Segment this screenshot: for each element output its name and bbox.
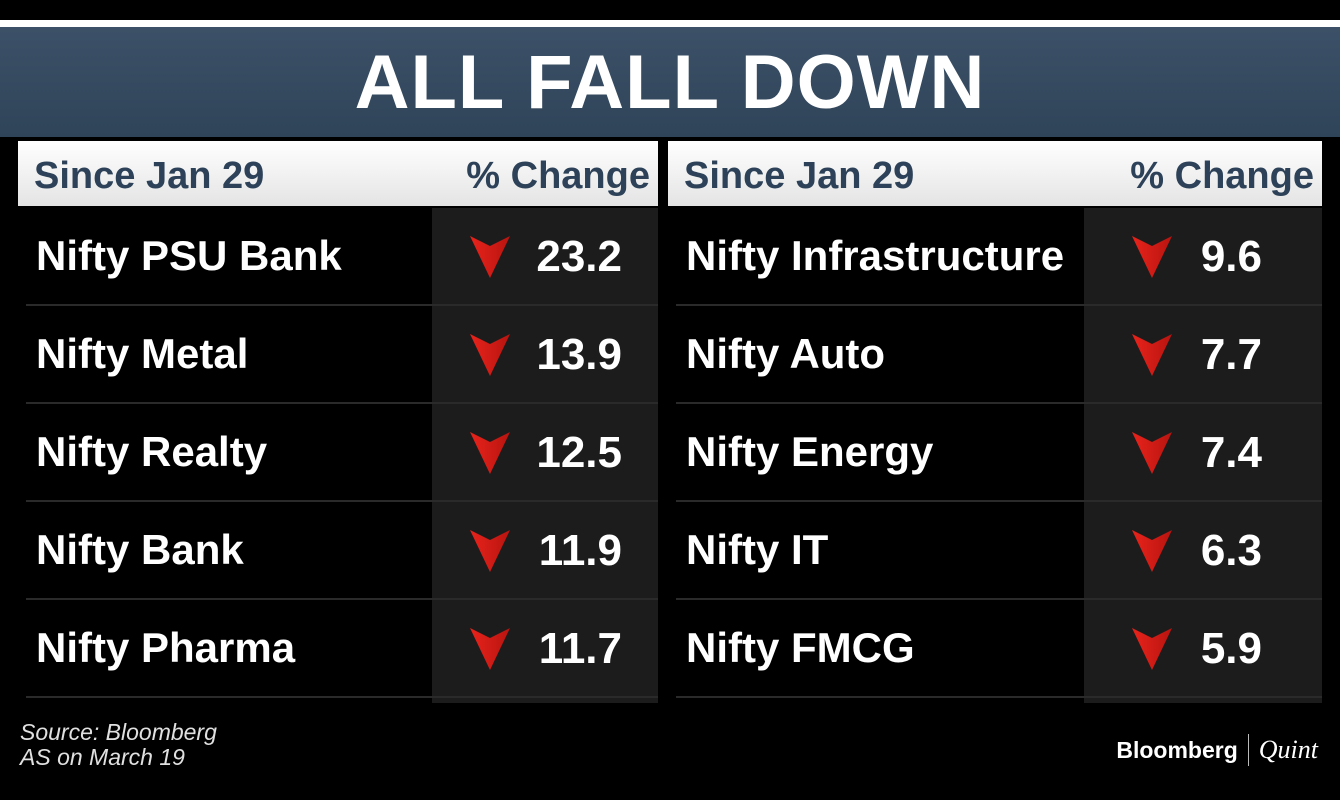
right-table: Since Jan 29 % Change Nifty Infrastructu… bbox=[668, 141, 1322, 703]
top-divider bbox=[0, 20, 1340, 27]
row-divider bbox=[676, 500, 1322, 502]
row-divider bbox=[676, 598, 1322, 600]
left-table-header: Since Jan 29 % Change bbox=[18, 141, 658, 206]
bloomberg-quint-logo: Bloomberg Quint bbox=[1116, 734, 1318, 766]
table-row: Nifty Pharma 11.7 bbox=[18, 600, 658, 698]
row-divider bbox=[26, 696, 658, 698]
header-change-label: % Change bbox=[466, 155, 650, 197]
change-value: 7.7 bbox=[1200, 330, 1262, 379]
header-period-label: Since Jan 29 bbox=[34, 155, 265, 197]
index-name: Nifty FMCG bbox=[686, 624, 915, 671]
change-value: 11.9 bbox=[538, 526, 622, 575]
header-period-label: Since Jan 29 bbox=[684, 155, 915, 197]
row-divider bbox=[26, 304, 658, 306]
row-divider bbox=[26, 402, 658, 404]
header-change-label: % Change bbox=[1130, 155, 1314, 197]
table-row: Nifty Bank 11.9 bbox=[18, 502, 658, 600]
table-row: Nifty Auto 7.7 bbox=[668, 306, 1322, 404]
table-row: Nifty PSU Bank 23.2 bbox=[18, 208, 658, 306]
change-value: 5.9 bbox=[1200, 624, 1262, 673]
change-value: 11.7 bbox=[538, 624, 622, 673]
logo-separator bbox=[1247, 734, 1249, 766]
right-value-column bbox=[1084, 208, 1322, 703]
left-value-column bbox=[432, 208, 658, 703]
down-arrow-icon bbox=[1132, 432, 1172, 474]
index-name: Nifty Pharma bbox=[36, 624, 296, 671]
source-note: Source: Bloomberg AS on March 19 bbox=[20, 720, 217, 770]
logo-brand: Bloomberg bbox=[1116, 736, 1238, 763]
down-arrow-icon bbox=[1132, 334, 1172, 376]
index-name: Nifty Realty bbox=[36, 428, 268, 475]
index-name: Nifty Energy bbox=[686, 428, 934, 475]
down-arrow-icon bbox=[470, 334, 510, 376]
change-value: 12.5 bbox=[536, 428, 622, 477]
table-row: Nifty Infrastructure 9.6 bbox=[668, 208, 1322, 306]
logo-sub: Quint bbox=[1258, 735, 1318, 764]
index-name: Nifty PSU Bank bbox=[36, 232, 342, 279]
left-table: Since Jan 29 % Change Nifty PSU Bank 23.2… bbox=[18, 141, 658, 703]
row-divider bbox=[676, 402, 1322, 404]
index-name: Nifty Infrastructure bbox=[686, 232, 1065, 279]
index-name: Nifty IT bbox=[686, 526, 829, 573]
table-row: Nifty Realty 12.5 bbox=[18, 404, 658, 502]
row-divider bbox=[676, 304, 1322, 306]
chart-title: ALL FALL DOWN bbox=[354, 39, 986, 125]
index-name: Nifty Metal bbox=[36, 330, 249, 377]
as-of-line: AS on March 19 bbox=[20, 744, 185, 770]
change-value: 23.2 bbox=[536, 232, 622, 281]
index-name: Nifty Auto bbox=[686, 330, 886, 377]
table-row: Nifty FMCG 5.9 bbox=[668, 600, 1322, 698]
down-arrow-icon bbox=[1132, 628, 1172, 670]
title-banner: ALL FALL DOWN bbox=[0, 27, 1340, 137]
row-divider bbox=[26, 500, 658, 502]
change-value: 9.6 bbox=[1200, 232, 1262, 281]
down-arrow-icon bbox=[1132, 236, 1172, 278]
row-divider bbox=[26, 598, 658, 600]
down-arrow-icon bbox=[1132, 530, 1172, 572]
table-row: Nifty Metal 13.9 bbox=[18, 306, 658, 404]
right-table-header: Since Jan 29 % Change bbox=[668, 141, 1322, 206]
down-arrow-icon bbox=[470, 236, 510, 278]
index-name: Nifty Bank bbox=[36, 526, 244, 573]
change-value: 13.9 bbox=[536, 330, 622, 379]
down-arrow-icon bbox=[470, 432, 510, 474]
down-arrow-icon bbox=[470, 628, 510, 670]
change-value: 6.3 bbox=[1200, 526, 1262, 575]
table-row: Nifty Energy 7.4 bbox=[668, 404, 1322, 502]
change-value: 7.4 bbox=[1200, 428, 1262, 477]
down-arrow-icon bbox=[470, 530, 510, 572]
row-divider bbox=[676, 696, 1322, 698]
source-line: Source: Bloomberg bbox=[20, 719, 217, 745]
table-row: Nifty IT 6.3 bbox=[668, 502, 1322, 600]
